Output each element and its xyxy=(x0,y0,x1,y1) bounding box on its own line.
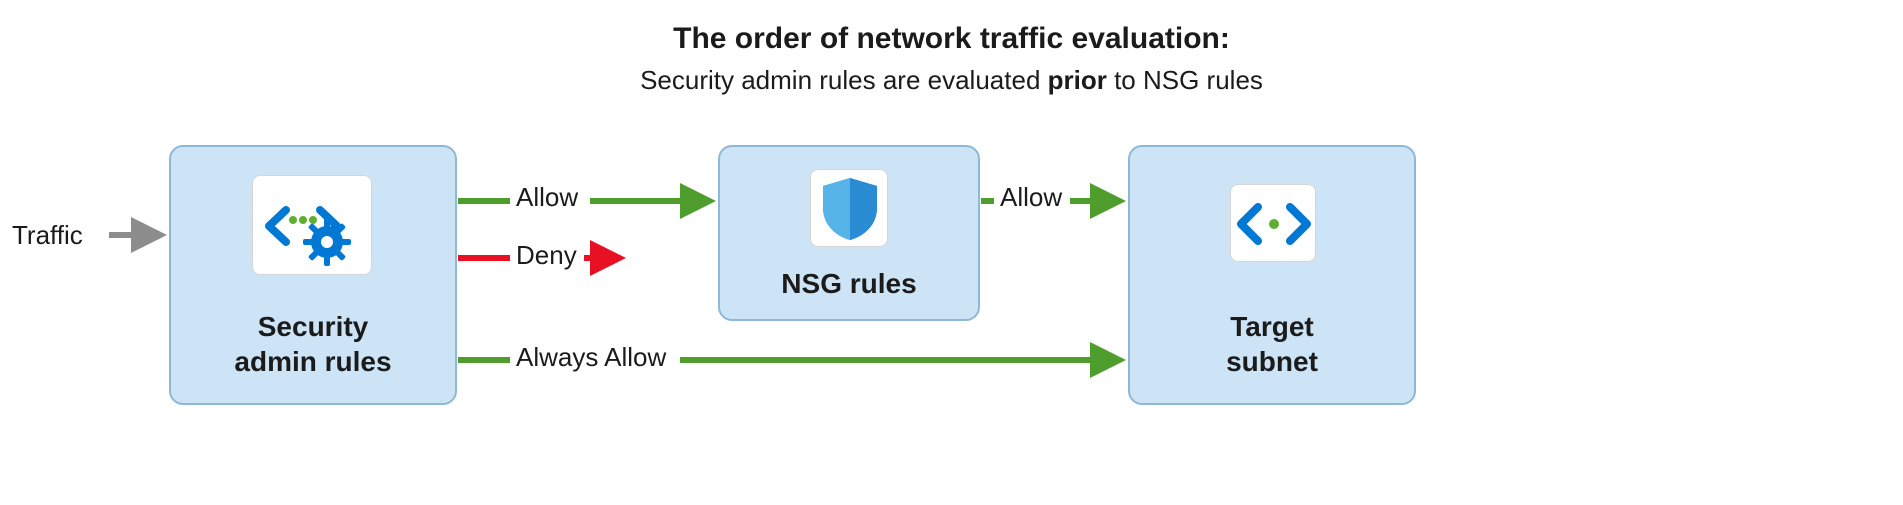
subtitle-post: to NSG rules xyxy=(1107,65,1263,95)
subtitle-pre: Security admin rules are evaluated xyxy=(640,65,1048,95)
diagram-canvas: The order of network traffic evaluation:… xyxy=(0,0,1903,505)
flow-label-always-allow: Always Allow xyxy=(516,342,666,373)
flow-label-allow-1: Allow xyxy=(516,182,578,213)
security-admin-icon xyxy=(253,176,373,276)
label-line: Target xyxy=(1230,311,1314,342)
virtual-network-icon xyxy=(1231,185,1317,263)
target-subnet-icon-card xyxy=(1230,184,1316,262)
shield-icon xyxy=(811,170,889,248)
traffic-label: Traffic xyxy=(12,220,83,251)
node-security-admin-rules-label: Security admin rules xyxy=(171,309,455,379)
node-target-subnet-label: Target subnet xyxy=(1130,309,1414,379)
node-nsg-rules-label: NSG rules xyxy=(720,266,978,301)
diagram-title: The order of network traffic evaluation: xyxy=(0,22,1903,56)
diagram-subtitle: Security admin rules are evaluated prior… xyxy=(0,65,1903,96)
subtitle-bold: prior xyxy=(1048,65,1107,95)
nsg-icon-card xyxy=(810,169,888,247)
security-admin-icon-card xyxy=(252,175,372,275)
label-line: Security xyxy=(258,311,369,342)
label-line: admin rules xyxy=(234,346,391,377)
label-line: subnet xyxy=(1226,346,1318,377)
flow-label-deny: Deny xyxy=(516,240,577,271)
flow-label-allow-2: Allow xyxy=(1000,182,1062,213)
